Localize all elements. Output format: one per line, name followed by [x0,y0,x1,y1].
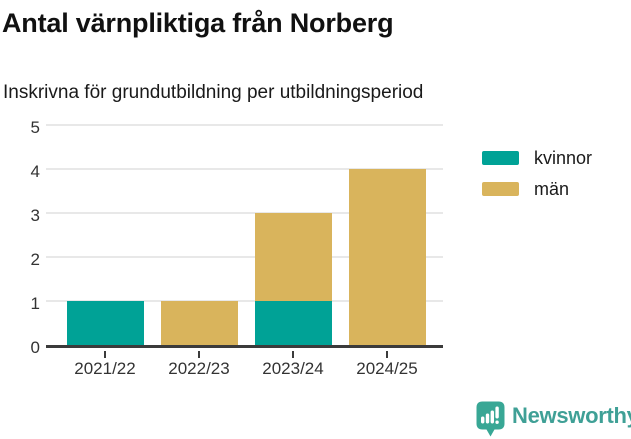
legend-swatch-män [482,182,519,196]
page-subtitle: Inskrivna för grundutbildning per utbild… [3,82,424,103]
bar-2023-24-män [254,213,332,301]
chart: 0 1 2 3 4 5 2021/22 2022/23 2023/24 2024/25 [0,118,460,388]
gridline-y-4 [46,168,443,170]
gridline-y-2 [46,256,443,258]
bar-2022-23-män [160,301,238,345]
x-tick-2024-25 [386,351,388,358]
y-axis-label-3: 3 [30,206,40,225]
legend-swatch-kvinnor [482,151,519,165]
x-tick-2023-24 [292,351,294,358]
y-axis-label-0: 0 [30,338,40,357]
bar-2023-24-kvinnor [254,301,332,345]
legend-label-män: män [534,179,570,199]
newsworthy-logo-text: Newsworthy [512,403,631,428]
y-axis-label-2: 2 [30,250,40,269]
newsworthy-logo[interactable]: Newsworthy [476,401,631,438]
x-axis-label-2024-25: 2024/25 [356,359,418,378]
legend: kvinnor män [482,149,592,211]
y-axis-label-4: 4 [30,162,40,181]
gridline-y-5 [46,124,443,126]
bar-2021-22-kvinnor [66,301,144,345]
legend-label-kvinnor: kvinnor [534,148,593,168]
y-axis-label-5: 5 [30,118,40,137]
plot-area [46,124,443,348]
newsworthy-logo-icon [476,401,505,437]
x-axis-label-2022-23: 2022/23 [168,359,230,378]
legend-item-män: män [482,180,592,198]
x-axis-label-2021-22: 2021/22 [74,359,136,378]
x-tick-2021-22 [104,351,106,358]
gridline-y-1 [46,300,443,302]
bar-2024-25-män [348,169,426,345]
gridline-y-3 [46,212,443,214]
page-title: Antal värnpliktiga från Norberg [2,8,394,38]
x-tick-2022-23 [198,351,200,358]
legend-item-kvinnor: kvinnor [482,149,592,167]
x-axis-label-2023-24: 2023/24 [262,359,324,378]
y-axis-label-1: 1 [30,294,40,313]
